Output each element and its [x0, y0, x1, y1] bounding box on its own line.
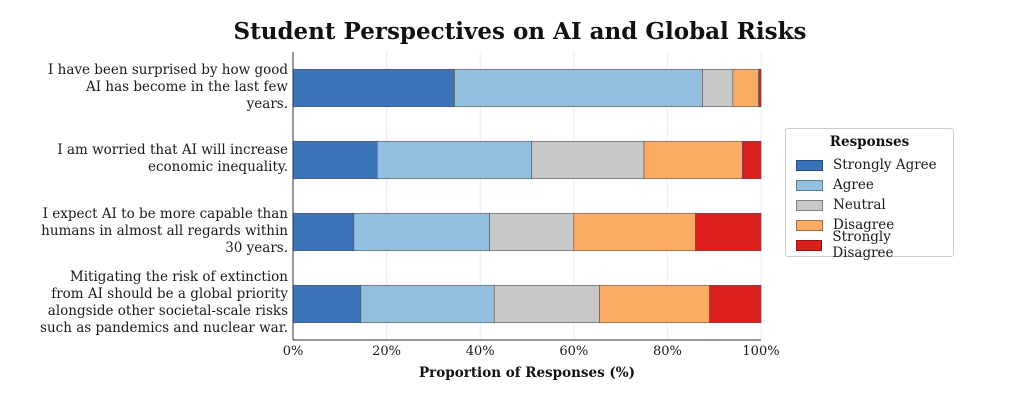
- bar-segment-agree: [353, 212, 490, 252]
- bar-segment-agree: [360, 284, 495, 324]
- category-label: I am worried that AI will increase econom…: [0, 142, 288, 176]
- x-tick-label: 100%: [742, 344, 780, 359]
- legend-item: Strongly Disagree: [796, 229, 953, 261]
- category-label-line: I have been surprised by how good: [48, 61, 288, 78]
- x-tick-label: 0%: [282, 344, 304, 359]
- bar-segment-strongly-disagree: [758, 68, 762, 108]
- bar-segment-strongly-disagree: [695, 212, 762, 252]
- legend-title: Responses: [829, 134, 910, 150]
- bar-segment-disagree: [732, 68, 759, 108]
- legend-item: Disagree: [796, 216, 894, 234]
- legend-label: Strongly Agree: [833, 157, 937, 173]
- x-tick-label: 20%: [372, 344, 402, 359]
- bar-segment-neutral: [531, 140, 645, 180]
- legend-swatch: [796, 219, 823, 231]
- x-tick-label: 60%: [559, 344, 589, 359]
- legend-item: Neutral: [796, 196, 886, 214]
- bar-segment-strongly-agree: [292, 284, 362, 324]
- category-label-line: Mitigating the risk of extinction: [69, 269, 288, 285]
- x-tick-label: 40%: [465, 344, 495, 359]
- legend-label: Agree: [833, 177, 874, 193]
- category-label-line: I am worried that AI will increase: [57, 142, 288, 158]
- bar-segment-strongly-disagree: [709, 284, 762, 324]
- legend: Responses Strongly Agree Agree Neutral Disa…: [785, 128, 954, 261]
- category-label-line: 30 years.: [225, 239, 288, 256]
- legend-swatch: [796, 199, 823, 211]
- legend-swatch: [796, 239, 823, 251]
- category-label: I have been surprised by how good AI has …: [0, 62, 288, 113]
- bar-segment-disagree: [599, 284, 710, 324]
- category-label-line: economic inequality.: [147, 159, 288, 175]
- legend-item: Strongly Agree: [796, 156, 937, 174]
- category-label-line: such as pandemics and nuclear war.: [40, 320, 288, 336]
- category-label-line: I expect AI to be more capable than: [42, 205, 288, 222]
- chart-title: Student Perspectives on AI and Global Ri…: [233, 18, 807, 45]
- bar-segment-neutral: [489, 212, 575, 252]
- bar-segment-neutral: [493, 284, 600, 324]
- category-label-line: AI has become in the last few: [86, 78, 288, 95]
- bar-segment-agree: [454, 68, 703, 108]
- bar-segment-neutral: [702, 68, 734, 108]
- category-label-line: years.: [246, 95, 288, 112]
- bar-segment-strongly-agree: [292, 68, 455, 108]
- legend-swatch: [796, 159, 823, 171]
- category-label: I expect AI to be more capable than human…: [0, 206, 288, 257]
- category-label: Mitigating the risk of extinction from AI…: [0, 269, 288, 337]
- legend-item: Agree: [796, 176, 874, 194]
- legend-label: Strongly Disagree: [832, 229, 894, 261]
- bar-segment-strongly-disagree: [741, 140, 762, 180]
- legend-label: Neutral: [833, 197, 886, 213]
- bar-segment-agree: [376, 140, 532, 180]
- bar-segment-disagree: [643, 140, 743, 180]
- legend-label: Disagree: [833, 217, 895, 233]
- x-tick-label: 80%: [652, 344, 682, 359]
- category-label-line: from AI should be a global priority: [51, 286, 288, 302]
- category-label-line: alongside other societal-scale risks: [47, 303, 288, 319]
- x-axis-label: Proportion of Responses (%): [419, 365, 635, 381]
- bar-segment-strongly-agree: [292, 140, 378, 180]
- category-label-line: humans in almost all regards within: [41, 222, 288, 239]
- bar-segment-strongly-agree: [292, 212, 355, 252]
- bar-segment-disagree: [573, 212, 696, 252]
- legend-swatch: [796, 179, 823, 191]
